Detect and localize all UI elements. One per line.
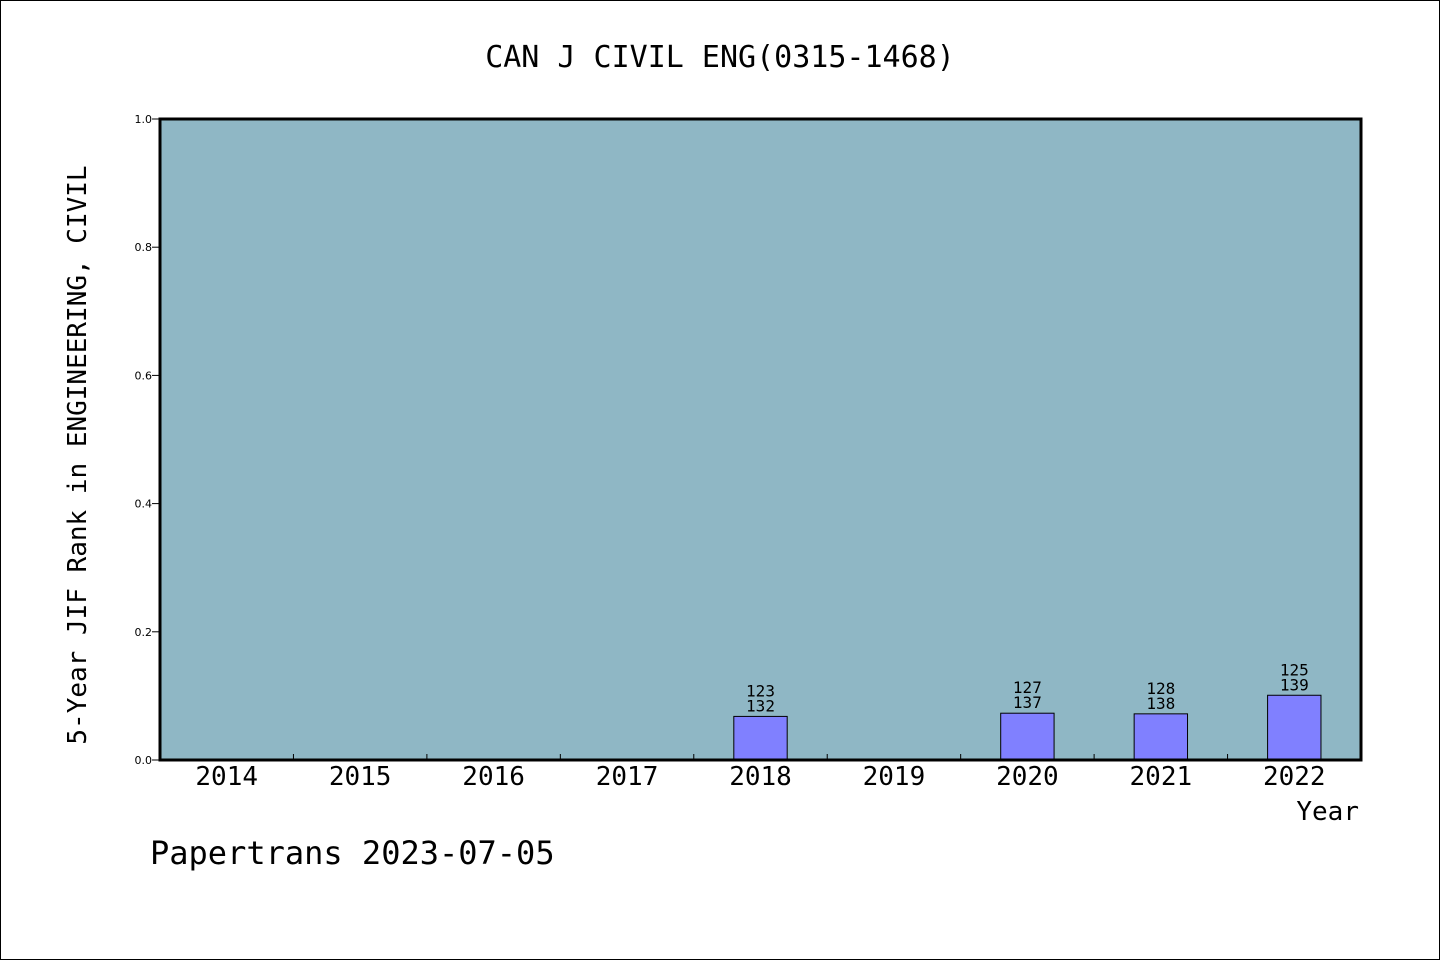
bar-label-total-2018: 132 [746,696,775,715]
footer-text: Papertrans 2023-07-05 [150,834,555,872]
x-axis-label: Year [1296,797,1359,827]
x-tick-label-2018: 2018 [729,762,792,792]
bar-2021 [1133,713,1189,761]
y-axis: 0.0 0.2 0.4 0.6 0.8 1.0 [135,113,160,767]
y-tick-label-3: 0.6 [135,369,153,382]
x-axis: 2014 2015 2016 2017 2018 2019 2020 2021 2022 [195,754,1326,792]
bar-series [733,694,1322,761]
bar-label-total-2022: 139 [1280,675,1309,694]
bar-2018 [733,715,788,761]
chart-title: CAN J CIVIL ENG(0315-1468) [485,40,955,75]
x-tick-label-2021: 2021 [1130,762,1193,792]
plot-border [158,117,1363,762]
y-tick-label-1: 0.2 [135,626,153,639]
x-tick-label-2016: 2016 [462,762,525,792]
plot-area [158,117,1363,762]
bar-label-rank-2020: 127 [1013,678,1042,697]
bar-label-total-2020: 137 [1013,693,1042,712]
y-tick-label-4: 0.8 [135,241,153,254]
bar-2022 [1267,694,1322,761]
bar-2020 [1000,712,1055,761]
bar-label-rank-2021: 128 [1146,679,1175,698]
x-tick-label-2017: 2017 [596,762,659,792]
bar-label-total-2021: 138 [1146,694,1175,713]
x-tick-label-2020: 2020 [996,762,1059,792]
bar-label-rank-2022: 125 [1280,660,1309,679]
y-tick-label-2: 0.4 [135,498,153,511]
y-tick-label-0: 0.0 [135,754,153,767]
bar-label-rank-2018: 123 [746,681,775,700]
x-tick-label-2015: 2015 [329,762,392,792]
x-tick-label-2014: 2014 [195,762,258,792]
y-axis-label: 5-Year JIF Rank in ENGINEERING, CIVIL [63,165,93,744]
x-tick-label-2022: 2022 [1263,762,1326,792]
y-tick-label-5: 1.0 [135,113,153,126]
x-tick-label-2019: 2019 [863,762,926,792]
